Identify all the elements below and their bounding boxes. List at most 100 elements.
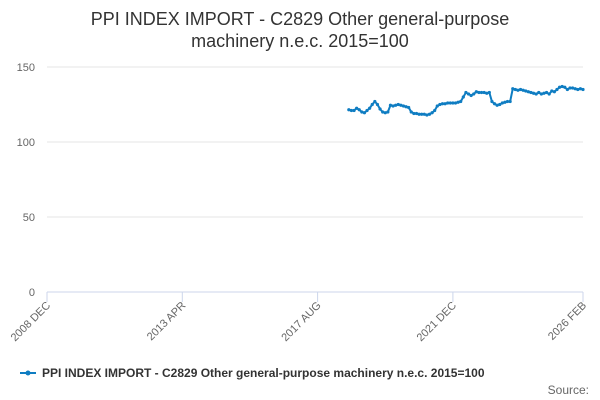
point <box>547 92 551 96</box>
point <box>362 111 367 115</box>
point <box>456 100 460 104</box>
series-line <box>348 85 584 117</box>
x-tick-label: 2008 DEC <box>9 300 53 344</box>
point <box>482 90 486 95</box>
point <box>360 110 364 114</box>
point <box>433 108 437 113</box>
point <box>578 87 582 91</box>
point <box>534 92 538 96</box>
point <box>355 106 359 110</box>
point <box>448 101 452 105</box>
point <box>365 108 369 113</box>
point <box>573 87 577 91</box>
point <box>570 86 575 90</box>
point <box>349 108 354 113</box>
point <box>399 103 403 107</box>
point <box>417 112 421 116</box>
point <box>508 99 512 104</box>
point <box>492 102 497 106</box>
point <box>464 90 468 95</box>
point <box>518 87 523 92</box>
point <box>347 108 351 112</box>
point <box>425 113 429 117</box>
point <box>550 89 554 93</box>
chart-title: PPI INDEX IMPORT - C2829 Other general-p… <box>90 9 510 51</box>
point <box>521 88 525 92</box>
point <box>505 99 510 104</box>
point <box>409 110 413 114</box>
legend-marker <box>25 370 31 376</box>
point <box>485 91 489 95</box>
x-tick-label: 2026 FEB <box>546 300 589 343</box>
point <box>461 95 465 99</box>
point <box>453 101 458 105</box>
point <box>443 102 447 106</box>
point <box>524 89 528 93</box>
point <box>394 103 398 107</box>
point <box>472 92 476 96</box>
point <box>378 107 382 111</box>
point <box>357 108 361 112</box>
point <box>373 99 377 104</box>
point <box>420 112 424 116</box>
point <box>412 111 416 116</box>
point <box>487 90 491 95</box>
point <box>446 101 450 105</box>
point <box>438 102 442 107</box>
point <box>500 101 504 105</box>
point <box>352 108 356 113</box>
x-tick-label: 2013 APR <box>145 300 189 344</box>
point <box>440 102 445 106</box>
point <box>529 90 533 95</box>
point <box>490 99 494 104</box>
point <box>539 92 543 96</box>
point <box>565 87 569 92</box>
point <box>383 111 387 115</box>
source: Source: <box>548 383 589 397</box>
point <box>568 86 572 90</box>
x-tick-label: 2021 DEC <box>415 300 459 344</box>
point <box>404 105 408 109</box>
point <box>386 110 390 114</box>
point <box>542 91 546 95</box>
y-tick-label: 150 <box>17 62 35 74</box>
point <box>430 111 434 115</box>
point <box>513 87 517 92</box>
point <box>422 112 426 116</box>
y-tick-label: 0 <box>29 287 35 299</box>
point <box>401 104 406 108</box>
point <box>368 106 372 110</box>
point <box>576 87 580 92</box>
point <box>427 112 432 116</box>
point <box>396 102 400 107</box>
point <box>495 103 499 107</box>
point <box>537 90 541 95</box>
point <box>466 92 471 96</box>
point <box>511 87 515 91</box>
point <box>531 91 536 95</box>
point <box>516 88 520 92</box>
point <box>375 102 380 107</box>
point <box>414 111 419 116</box>
point <box>560 84 564 89</box>
y-tick-label: 50 <box>23 212 35 224</box>
point <box>544 90 549 95</box>
legend-text: PPI INDEX IMPORT - C2829 Other general-p… <box>42 366 485 380</box>
point <box>479 90 484 95</box>
point <box>526 90 530 94</box>
point <box>477 90 481 95</box>
point <box>498 102 502 107</box>
point <box>557 85 562 89</box>
point <box>388 103 393 107</box>
point <box>555 87 559 92</box>
point <box>435 104 439 108</box>
point <box>459 99 463 104</box>
point <box>474 90 478 94</box>
point <box>503 100 507 104</box>
point <box>391 104 395 108</box>
point <box>451 101 455 105</box>
y-tick-label: 100 <box>17 137 35 149</box>
x-tick-label: 2017 AUG <box>279 300 323 344</box>
